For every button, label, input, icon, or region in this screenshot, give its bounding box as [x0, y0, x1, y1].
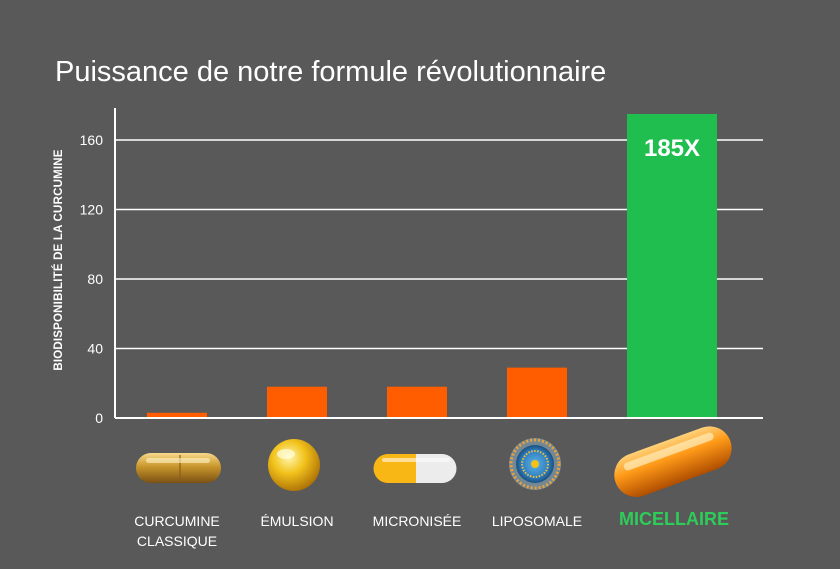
category-label-liposomale: LIPOSOMALE	[491, 513, 583, 529]
y-tick-label: 0	[95, 410, 103, 426]
bar	[147, 412, 207, 418]
y-tick-labels: 0 40 80 120 160	[80, 132, 104, 426]
category-label-emulsion: ÉMULSION	[260, 513, 334, 529]
y-tick-label: 160	[80, 132, 104, 148]
bar	[267, 386, 327, 418]
data-label: 185X	[644, 135, 700, 162]
category-label-micronisee: MICRONISÉE	[372, 513, 462, 529]
bar	[387, 386, 447, 418]
chart-title: Puissance de notre formule révolutionnai…	[55, 56, 607, 88]
liposome-icon	[509, 438, 561, 490]
bar	[627, 114, 717, 418]
y-tick-label: 40	[87, 341, 103, 357]
category-label-micellaire: MICELLAIRE	[619, 509, 729, 529]
category-label-curcumine-classique: CURCUMINE CLASSIQUE	[134, 513, 220, 549]
bars	[147, 114, 717, 418]
two-tone-capsule-icon	[373, 454, 457, 483]
data-labels: 185X	[644, 135, 700, 162]
y-tick-label: 120	[80, 202, 104, 218]
softgel-capsule-icon	[614, 426, 732, 497]
capsule-gold-icon	[136, 453, 221, 483]
y-tick-label: 80	[87, 271, 103, 287]
bar	[507, 367, 567, 418]
oil-droplet-icon	[268, 439, 320, 491]
